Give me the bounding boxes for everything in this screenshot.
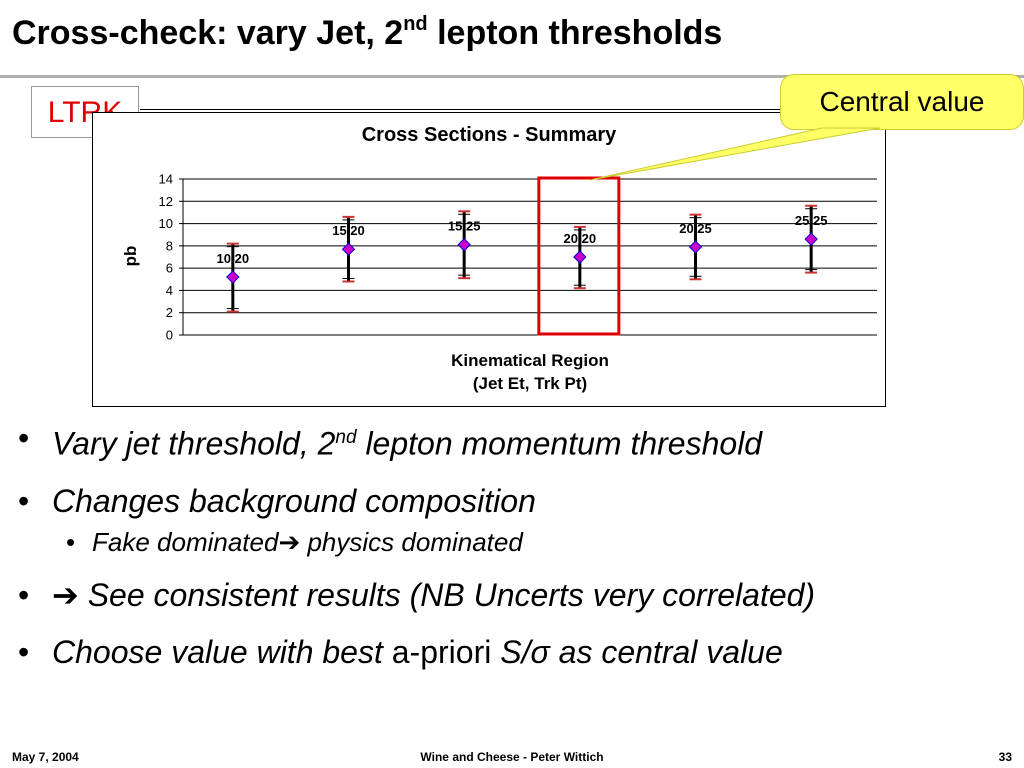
central-value-callout: Central value: [780, 74, 1024, 130]
point-marker-1: [341, 242, 356, 256]
bullet-consistent-results: ➔ See consistent results (NB Uncerts ver…: [18, 575, 1018, 615]
y-tick-label-1: 2: [166, 305, 173, 320]
arrow-icon: ➔: [52, 576, 79, 613]
bullet-background: Changes background composition: [18, 481, 1018, 521]
y-tick-label-7: 14: [159, 172, 173, 187]
bullet-choose-value: Choose value with best a-priori S/σ as c…: [18, 632, 1018, 672]
point-marker-2: [457, 238, 471, 252]
y-axis-title: pb: [121, 246, 140, 267]
data-point-group-2: 15 25: [448, 210, 481, 280]
data-points: 10 20 15 20 15 25 20 20 20 25 25 25: [217, 204, 828, 313]
x-axis-title-line1: Kinematical Region: [451, 351, 609, 370]
y-tick-label-2: 4: [166, 283, 173, 298]
arrow-icon: ➔: [278, 526, 301, 557]
ltrk-label-box: LTRK: [31, 86, 139, 138]
bullet-vary-threshold: Vary jet threshold, 2nd lepton momentum …: [18, 418, 1018, 464]
y-tick-labels: 0 2 4 6 8 10 12 14: [159, 172, 173, 343]
point-label-2: 15 25: [448, 219, 481, 234]
point-marker-5: [804, 232, 818, 246]
data-point-group-5: 25 25: [795, 204, 828, 274]
title-divider: [0, 75, 1024, 78]
title-text-start: Cross-check: vary Jet, 2: [12, 14, 404, 52]
y-tick-label-5: 10: [159, 216, 173, 231]
callout-pointer: [589, 127, 881, 181]
chart-frame: Cross Sections - Summary 0 2 4 6 8 10 12 14 10 …: [92, 112, 886, 407]
cross-section-chart: Cross Sections - Summary 0 2 4 6 8 10 12 14 10 …: [121, 124, 877, 393]
data-point-group-4: 20 25: [679, 213, 712, 281]
bullet-list: Vary jet threshold, 2nd lepton momentum …: [18, 418, 1018, 689]
y-tick-label-4: 8: [166, 238, 173, 253]
y-tick-label-0: 0: [166, 328, 173, 343]
footer-page-number: 33: [998, 750, 1012, 764]
footer-date: May 7, 2004: [12, 750, 79, 764]
point-label-1: 15 20: [332, 223, 365, 238]
title-text-end: lepton thresholds: [427, 14, 723, 52]
slide-title: Cross-check: vary Jet, 2nd lepton thresh…: [12, 12, 723, 53]
title-superscript: nd: [403, 12, 428, 35]
sub-bullet-fake-physics: Fake dominated➔ physics dominated: [18, 526, 1018, 558]
chart-grid: [179, 178, 877, 336]
point-label-4: 20 25: [679, 221, 712, 236]
central-value-highlight-box: [537, 176, 621, 336]
point-marker-3: [573, 250, 587, 264]
data-point-group-1: 15 20: [332, 215, 365, 283]
footer-author: Wine and Cheese - Peter Wittich: [420, 750, 604, 764]
point-label-3: 20 20: [564, 231, 597, 246]
x-axis-title-line2: (Jet Et, Trk Pt): [473, 374, 587, 393]
chart-top-line: [140, 109, 780, 110]
point-marker-0: [226, 270, 240, 284]
chart-title: Cross Sections - Summary: [362, 124, 617, 146]
y-tick-label-3: 6: [166, 261, 173, 276]
point-marker-4: [688, 240, 703, 254]
point-label-0: 10 20: [217, 251, 250, 266]
y-tick-label-6: 12: [159, 194, 173, 209]
data-point-group-0: 10 20: [217, 242, 250, 313]
point-label-5: 25 25: [795, 213, 828, 228]
data-point-group-3: 20 20: [564, 225, 597, 290]
